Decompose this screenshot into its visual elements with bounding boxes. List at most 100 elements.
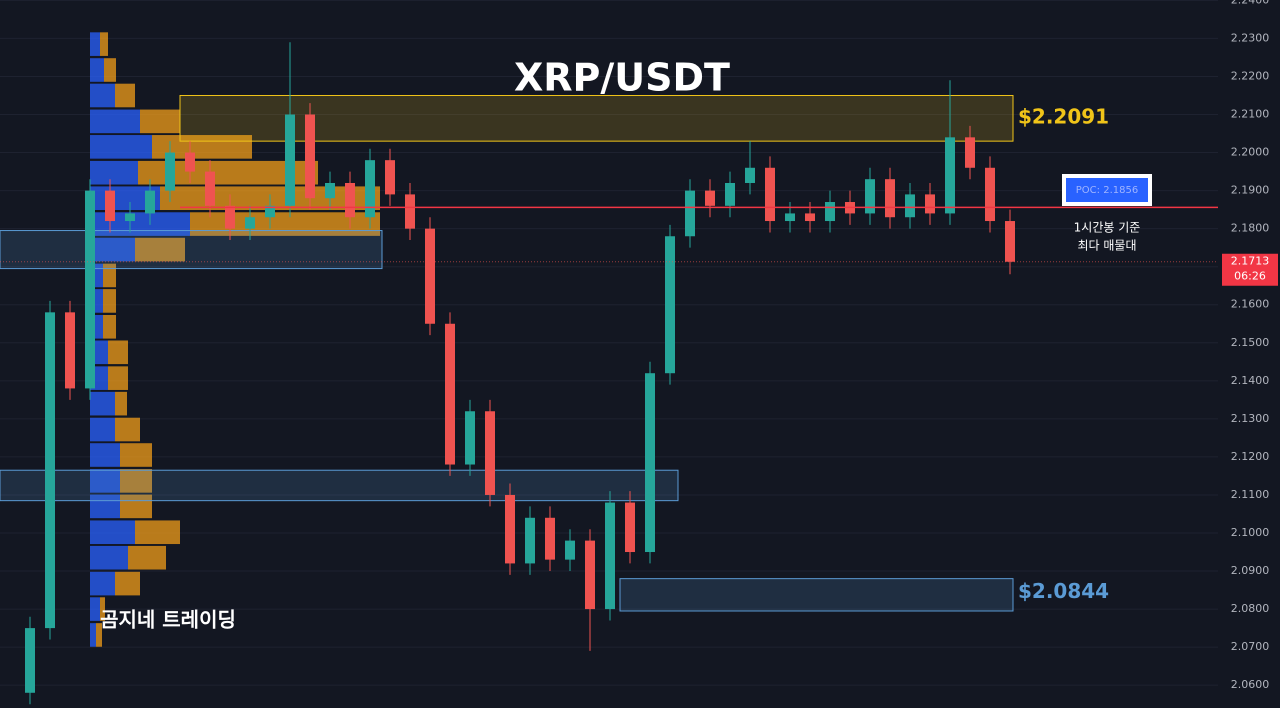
price-zone [0, 230, 383, 270]
candle-body [585, 540, 595, 610]
profile-sell-bar [135, 520, 180, 545]
candle-body [865, 179, 875, 214]
price-zone [619, 578, 1014, 612]
candle-body [205, 171, 215, 206]
y-tick-label: 2.0600 [1231, 678, 1270, 691]
profile-buy-bar [90, 469, 120, 493]
candle-body [425, 228, 435, 324]
profile-sell-bar [103, 314, 116, 339]
candle-body [45, 312, 55, 629]
candle-body [485, 411, 495, 495]
poc-label: POC: 2.1856 [1076, 185, 1138, 196]
profile-buy-bar [90, 391, 115, 416]
y-tick-label: 2.1100 [1231, 488, 1270, 501]
profile-sell-bar [138, 160, 318, 185]
profile-buy-bar [90, 160, 138, 185]
candle-body [305, 114, 315, 199]
candle-body [265, 205, 275, 218]
candle-body [105, 190, 115, 222]
candle-body [25, 628, 35, 693]
profile-sell-bar [108, 340, 128, 365]
profile-buy-bar [90, 135, 152, 159]
y-tick-label: 2.1500 [1231, 336, 1270, 349]
y-tick-label: 2.0700 [1231, 640, 1270, 653]
countdown-label: 06:26 [1234, 270, 1266, 283]
y-tick-label: 2.2000 [1231, 146, 1270, 159]
profile-sell-bar [190, 212, 380, 236]
profile-sell-bar [115, 83, 135, 108]
candle-body [185, 152, 195, 172]
candle-body [465, 411, 475, 465]
profile-sell-bar [140, 109, 180, 134]
profile-buy-bar [90, 237, 135, 262]
profile-sell-bar [103, 263, 116, 288]
profile-buy-bar [90, 623, 96, 647]
candle-body [225, 205, 235, 229]
profile-sell-bar [104, 58, 116, 82]
candle-body [805, 213, 815, 222]
zone-label: $2.0844 [1018, 579, 1109, 603]
profile-buy-bar [90, 58, 104, 82]
candle-body [65, 312, 75, 389]
price-zone [179, 94, 1014, 142]
candle-body [625, 502, 635, 553]
y-tick-label: 2.1600 [1231, 298, 1270, 311]
y-tick-label: 2.0800 [1231, 602, 1270, 615]
candle-body [145, 190, 155, 214]
candle-body [405, 194, 415, 229]
y-tick-label: 2.2100 [1231, 108, 1270, 121]
profile-buy-bar [90, 417, 115, 442]
candle-body [725, 182, 735, 206]
y-tick-label: 2.1400 [1231, 374, 1270, 387]
y-tick-label: 2.1300 [1231, 412, 1270, 425]
candle-body [85, 190, 95, 389]
y-tick-label: 2.1000 [1231, 526, 1270, 539]
candle-body [705, 190, 715, 206]
profile-buy-bar [90, 109, 140, 134]
profile-buy-bar [90, 83, 115, 108]
candle-body [985, 167, 995, 222]
poc-note: 1시간봉 기준 [1074, 221, 1141, 235]
candle-body [665, 236, 675, 374]
y-tick-label: 2.2200 [1231, 69, 1270, 82]
last-price-label: 2.1713 [1231, 255, 1270, 268]
candle-body [365, 160, 375, 218]
poc-note: 최다 매물대 [1077, 239, 1136, 253]
profile-buy-bar [90, 597, 100, 621]
profile-sell-bar [120, 469, 152, 493]
candle-body [1005, 221, 1015, 262]
y-tick-label: 2.1800 [1231, 222, 1270, 235]
chart-title: XRP/USDT [514, 56, 730, 100]
candle-body [285, 114, 295, 206]
last-price-box [1222, 253, 1278, 286]
candle-body [245, 217, 255, 229]
watermark: 곰지네 트레이딩 [100, 608, 236, 632]
profile-buy-bar [90, 520, 135, 545]
profile-buy-bar [90, 545, 128, 570]
candle-body [605, 502, 615, 610]
candle-body [345, 182, 355, 218]
profile-sell-bar [115, 571, 140, 596]
candle-body [945, 137, 955, 214]
profile-sell-bar [135, 237, 185, 262]
y-tick-label: 2.0900 [1231, 564, 1270, 577]
y-tick-label: 2.1200 [1231, 450, 1270, 463]
profile-sell-bar [115, 391, 127, 416]
candle-body [925, 194, 935, 214]
poc-label-inner [1066, 178, 1148, 202]
candle-body [525, 517, 535, 564]
candle-body [825, 202, 835, 222]
candle-body [325, 182, 335, 199]
profile-buy-bar [90, 571, 115, 596]
profile-sell-bar [103, 289, 116, 313]
candle-body [385, 160, 395, 195]
candle-body [965, 137, 975, 168]
profile-sell-bar [100, 32, 108, 56]
candle-body [765, 167, 775, 222]
profile-buy-bar [90, 443, 120, 467]
profile-sell-bar [115, 417, 140, 442]
candle-body [565, 540, 575, 560]
candle-body [165, 152, 175, 191]
